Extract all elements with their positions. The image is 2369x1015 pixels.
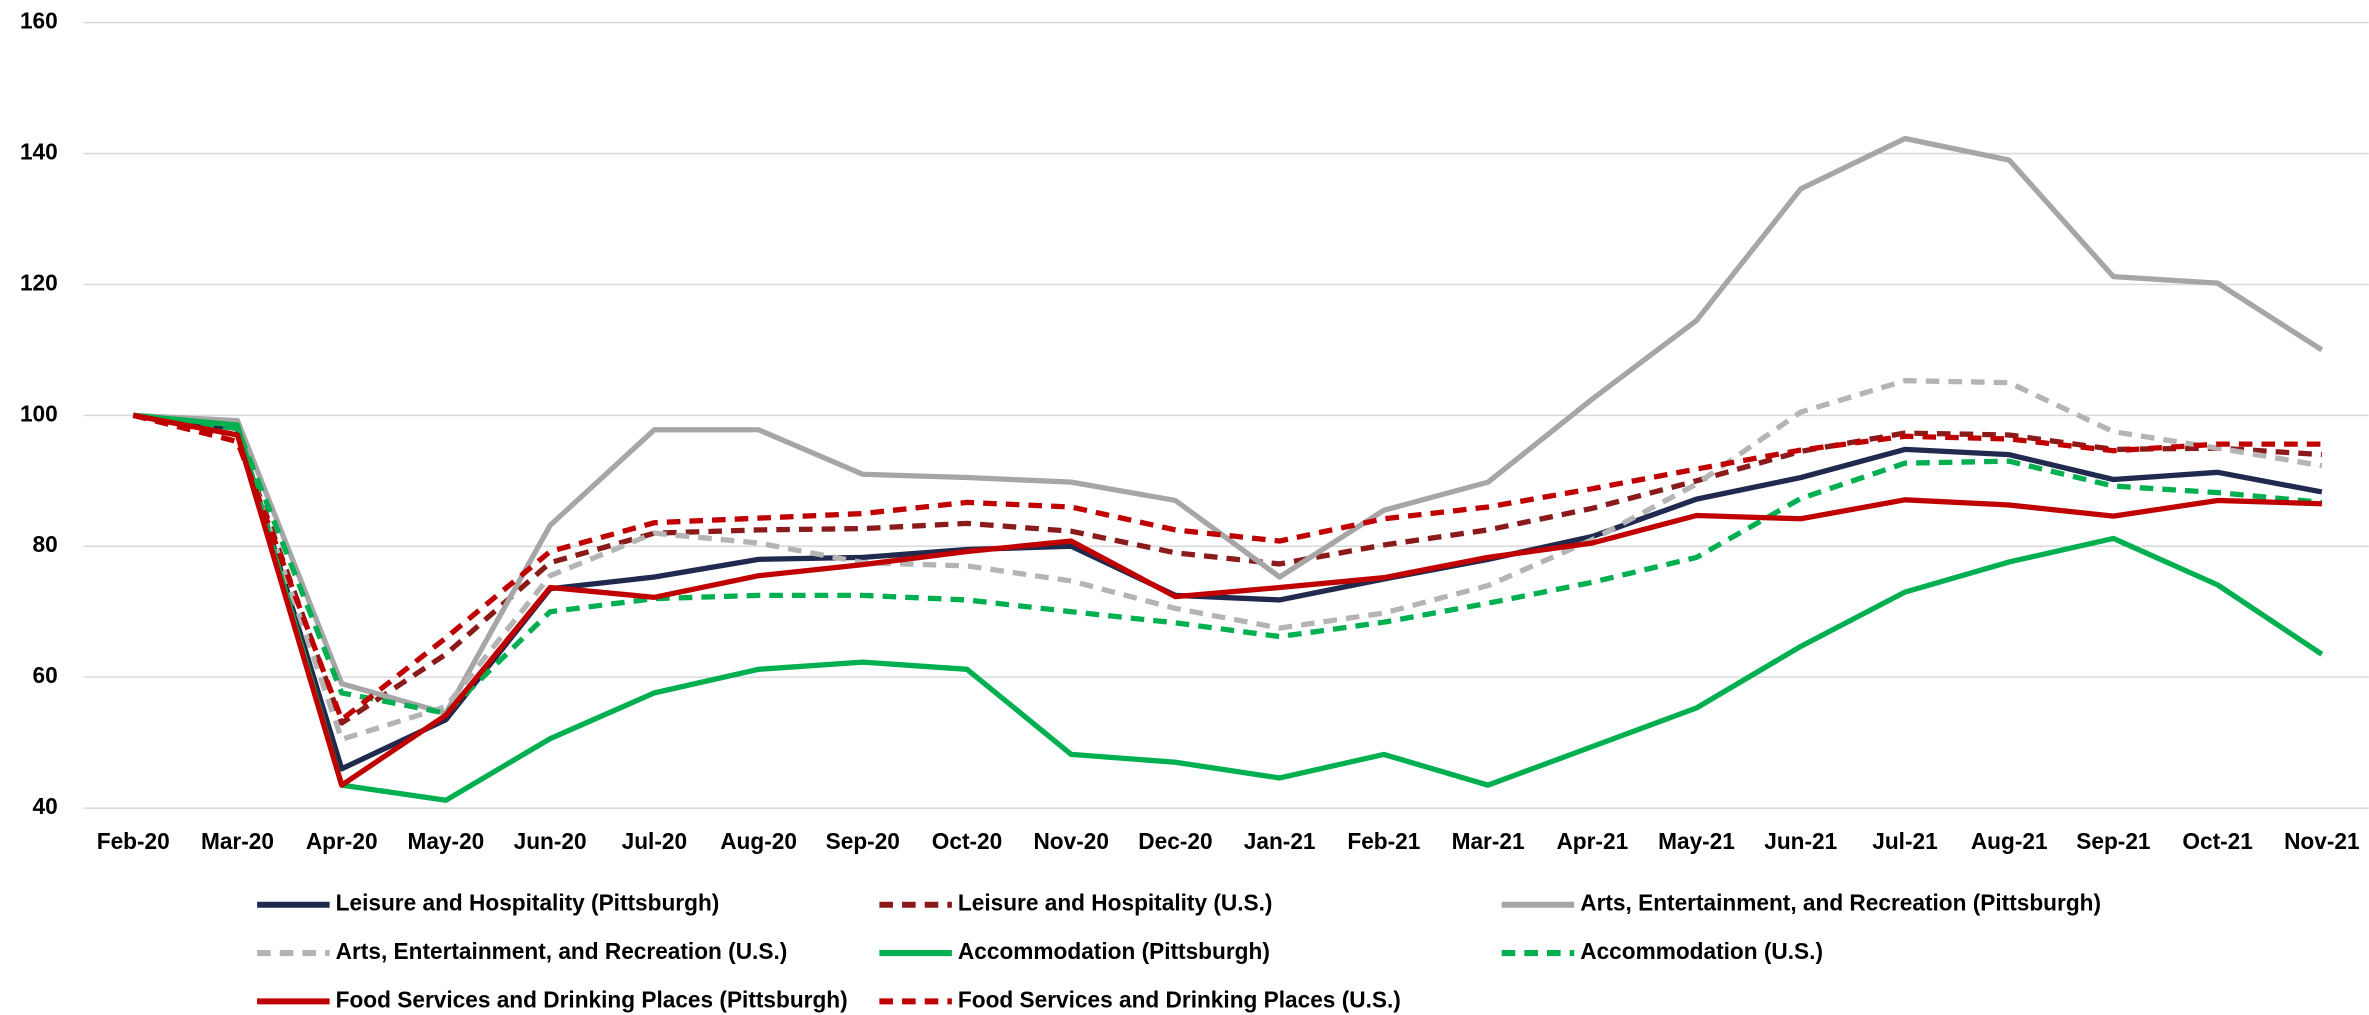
x-tick-label: Oct-21: [2182, 828, 2252, 854]
x-tick-label: Jul-20: [622, 828, 687, 854]
x-tick-label: Nov-21: [2284, 828, 2360, 854]
x-tick-label: Mar-20: [201, 828, 274, 854]
x-tick-label: Jul-21: [1872, 828, 1937, 854]
x-tick-label: May-20: [408, 828, 485, 854]
x-tick-label: Feb-20: [97, 828, 170, 854]
y-tick-label: 60: [33, 662, 58, 688]
series-line: [133, 135, 2324, 716]
x-tick-label: Sep-20: [826, 828, 900, 854]
legend-label: Leisure and Hospitality (U.S.): [958, 890, 1273, 916]
legend-label: Arts, Entertainment, and Recreation (Pit…: [1580, 890, 2101, 916]
legend-label: Arts, Entertainment, and Recreation (U.S…: [336, 938, 788, 964]
x-tick-label: Sep-21: [2076, 828, 2150, 854]
series-line: [132, 378, 2323, 742]
legend-label: Food Services and Drinking Places (U.S.): [958, 986, 1401, 1012]
y-tick-label: 120: [20, 269, 58, 295]
series-line: [132, 412, 2323, 726]
y-tick-label: 100: [20, 400, 58, 426]
legend-label: Accommodation (U.S.): [1580, 938, 1823, 964]
y-tick-label: 160: [20, 8, 58, 34]
legend-label: Accommodation (Pittsburgh): [958, 938, 1270, 964]
x-tick-label: Apr-20: [306, 828, 378, 854]
x-tick-label: May-21: [1658, 828, 1735, 854]
x-tick-label: Oct-20: [932, 828, 1002, 854]
series-line: [132, 412, 2322, 788]
series-line: [132, 412, 2323, 716]
x-tick-label: Mar-21: [1452, 828, 1525, 854]
series-line: [133, 412, 2324, 803]
x-tick-label: Jun-20: [514, 828, 587, 854]
x-tick-label: Aug-20: [720, 828, 797, 854]
x-tick-label: Aug-21: [1971, 828, 2048, 854]
y-tick-label: 40: [33, 793, 58, 819]
y-tick-label: 80: [33, 531, 58, 557]
x-tick-label: Jun-21: [1764, 828, 1837, 854]
x-tick-label: Feb-21: [1347, 828, 1420, 854]
x-tick-label: Nov-20: [1033, 828, 1109, 854]
x-tick-label: Apr-21: [1556, 828, 1628, 854]
legend-label: Food Services and Drinking Places (Pitts…: [336, 986, 848, 1012]
series-line: [132, 412, 2322, 723]
y-tick-label: 140: [20, 139, 58, 165]
legend-label: Leisure and Hospitality (Pittsburgh): [336, 890, 720, 916]
x-tick-label: Dec-20: [1138, 828, 1212, 854]
x-tick-label: Jan-21: [1244, 828, 1316, 854]
